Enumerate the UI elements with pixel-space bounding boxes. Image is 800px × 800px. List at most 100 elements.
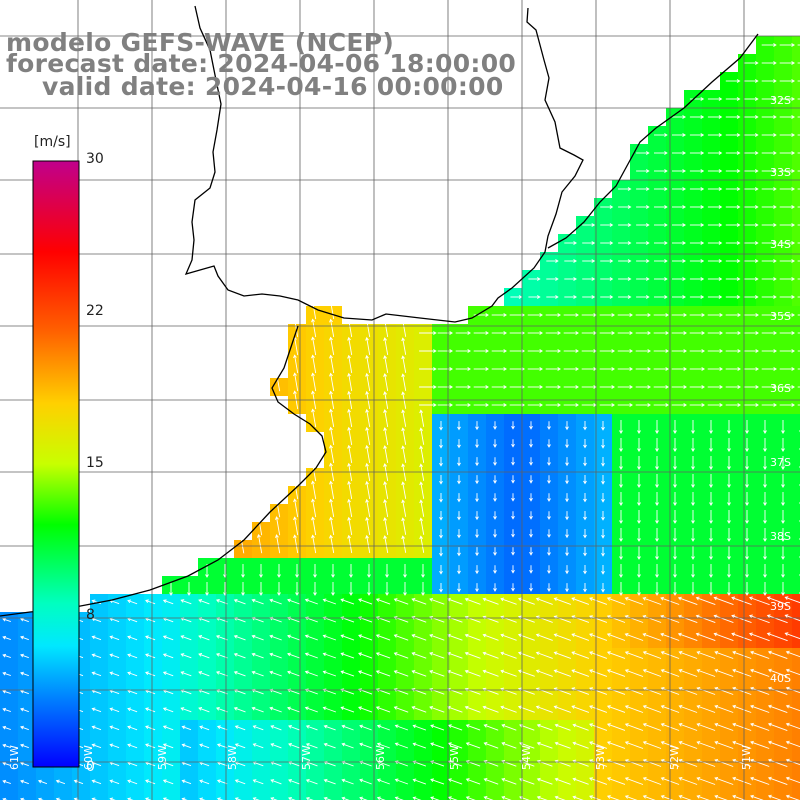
wind-arrow	[643, 741, 662, 749]
wind-arrow-head	[535, 633, 540, 638]
wind-arrow-head	[601, 570, 605, 575]
wind-arrow	[402, 338, 407, 355]
wind-arrow	[697, 705, 716, 713]
wind-arrow	[269, 671, 282, 677]
wind-arrow-head	[215, 598, 220, 603]
wind-arrow-head	[465, 796, 470, 800]
wind-arrow-head	[781, 484, 785, 489]
wind-arrow-head	[2, 761, 7, 766]
wind-arrow	[420, 464, 425, 481]
field-cell	[342, 792, 360, 800]
wind-arrow	[312, 499, 317, 518]
field-cell	[594, 792, 612, 800]
wind-arrow-head	[215, 652, 220, 657]
wind-arrow-head	[719, 313, 723, 317]
wind-arrow-head	[664, 241, 668, 245]
wind-arrow	[366, 355, 371, 373]
field-cell	[198, 792, 216, 800]
wind-arrow	[2, 798, 8, 800]
wind-arrow	[625, 687, 644, 695]
wind-arrow	[589, 795, 602, 800]
wind-arrow	[323, 635, 337, 641]
wind-arrow	[643, 759, 662, 767]
wind-arrow-head	[270, 725, 275, 729]
field-cell	[792, 342, 800, 360]
wind-arrow-head	[695, 614, 700, 619]
wind-arrow-head	[645, 169, 650, 173]
wind-arrow-head	[589, 633, 593, 637]
wind-arrow-head	[305, 742, 310, 747]
wind-arrow-head	[791, 313, 795, 317]
wind-arrow-head	[475, 426, 479, 431]
wind-arrow-head	[439, 588, 443, 593]
wind-arrow-head	[20, 617, 24, 622]
wind-arrow-head	[665, 349, 669, 353]
wind-arrow-head	[465, 742, 470, 746]
wind-arrow-head	[763, 466, 767, 471]
wind-arrow	[294, 355, 299, 374]
wind-arrow-head	[709, 484, 713, 489]
wind-arrow	[359, 761, 372, 767]
wind-arrow-head	[233, 670, 238, 675]
wind-arrow-head	[718, 205, 723, 209]
wind-arrow-head	[557, 403, 561, 407]
wind-arrow-head	[529, 533, 533, 538]
wind-arrow-head	[683, 403, 687, 407]
wind-arrow-head	[375, 616, 380, 620]
wind-arrow-head	[429, 597, 433, 602]
wind-arrow-head	[539, 367, 543, 371]
wind-arrow	[679, 777, 698, 785]
wind-arrow	[330, 409, 335, 428]
wind-arrow-head	[700, 133, 705, 137]
wind-arrow	[163, 671, 174, 677]
wind-arrow-head	[565, 570, 569, 575]
wind-arrow-head	[429, 615, 433, 620]
wind-arrow	[571, 705, 590, 713]
field-cell	[540, 792, 558, 800]
wind-arrow-head	[383, 391, 388, 395]
wind-arrow	[697, 759, 716, 767]
wind-arrow-head	[485, 349, 489, 353]
wind-arrow-head	[727, 484, 731, 489]
wind-arrow	[402, 518, 407, 535]
wind-arrow-head	[180, 707, 185, 711]
wind-arrow-head	[609, 277, 614, 281]
wind-arrow-head	[464, 615, 469, 620]
wind-arrow	[500, 670, 517, 677]
wind-arrow-head	[624, 633, 629, 637]
wind-arrow-head	[383, 535, 388, 539]
wind-arrow	[110, 762, 120, 767]
wind-arrow	[430, 742, 445, 749]
wind-arrow-head	[511, 587, 515, 592]
wind-arrow	[348, 517, 353, 536]
wind-arrow-head	[606, 777, 611, 781]
wind-arrow-head	[293, 318, 297, 323]
wind-arrow-head	[642, 651, 647, 655]
wind-arrow	[412, 652, 427, 659]
wind-arrow	[376, 670, 391, 677]
wind-arrow	[749, 633, 770, 642]
wind-arrow-head	[575, 313, 579, 317]
wind-arrow	[589, 633, 608, 641]
wind-arrow-head	[629, 349, 633, 353]
wind-arrow-head	[511, 443, 515, 448]
wind-arrow	[697, 651, 716, 659]
wind-arrow-head	[367, 574, 371, 578]
wind-arrow	[74, 798, 80, 800]
field-cell	[792, 522, 800, 540]
wind-arrow-head	[199, 725, 204, 730]
wind-arrow-head	[127, 725, 132, 730]
wind-arrow-head	[565, 462, 569, 467]
wind-arrow	[402, 356, 407, 373]
wind-arrow-head	[696, 758, 701, 763]
wind-arrow	[269, 689, 282, 695]
wind-arrow-head	[583, 588, 587, 593]
wind-arrow-head	[754, 169, 759, 173]
wind-arrow-head	[571, 669, 576, 673]
wind-arrow-head	[719, 403, 723, 407]
wind-arrow	[323, 599, 337, 605]
wind-arrow	[198, 671, 210, 677]
wind-arrow-head	[304, 634, 309, 639]
wind-arrow	[366, 427, 371, 445]
field-cell	[792, 126, 800, 144]
